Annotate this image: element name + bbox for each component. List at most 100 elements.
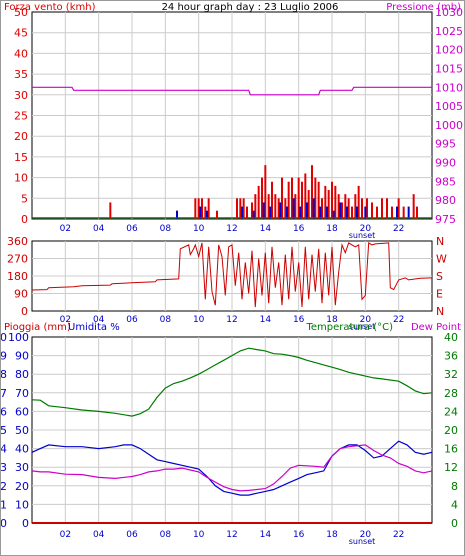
humidity-tick-label: 40 [15,443,29,456]
wind-bar [366,198,368,219]
gust-bar [199,206,202,219]
wind-bar [294,194,297,219]
wind-bar [197,198,200,219]
pressure-tick-label: 1015 [435,62,463,75]
wind-x-tick-label: 04 [93,224,105,234]
humidity-tick-label: 60 [15,405,29,418]
humidity-tick-label: 90 [15,350,29,363]
humidity-tick-label: 100 [8,331,29,344]
wind-bar [264,165,267,219]
wind-tick-label: 35 [14,68,28,81]
gust-bar [346,206,348,219]
wind-x-tick-label: 20 [360,224,372,234]
direction-tick-label: 270 [7,253,28,266]
wind-bar [397,198,400,219]
direction-tick-label: 360 [7,235,28,248]
wind-tick-label: 5 [21,192,28,205]
wind-bar [331,181,333,219]
wind-tick-label: 15 [14,151,28,164]
rain-tick-label: 1 [0,498,7,511]
wind-bar [239,198,242,219]
pressure-tick-label: 1005 [435,100,463,113]
wind-bar [371,202,373,219]
humidity-tick-label: 20 [15,480,29,493]
direction-x-tick-label: 08 [160,315,172,325]
temperature-tick-label: 36 [444,350,458,363]
wind-x-tick-label: 18 [326,224,338,234]
wind-tick-label: 0 [21,213,28,226]
gust-bar [396,206,398,219]
wind-bar [344,194,347,219]
gust-bar [176,210,178,219]
climate-x-tick-label: 18 [326,530,338,540]
wind-bar [254,194,257,219]
temperature-tick-label: 0 [451,517,458,530]
gust-bar [262,202,265,219]
wind-bar [412,194,415,219]
temperature-tick-label: 28 [444,387,458,400]
gust-bar [286,206,288,219]
wind-tick-label: 25 [14,110,28,123]
direction-tick-label: 180 [7,270,28,283]
humidity-tick-label: 30 [15,461,29,474]
pressure-axis-title: Pressione (mb) [386,2,461,13]
temperature-tick-label: 4 [451,498,458,511]
gust-bar [269,206,272,219]
direction-tick-label: 0 [21,305,28,318]
temperature-tick-label: 12 [444,461,458,474]
direction-x-tick-label: 22 [393,315,404,325]
gust-bar [356,206,358,219]
wind-bar [334,185,337,219]
direction-x-tick-label: 02 [60,315,71,325]
rain-tick-label: 9 [0,350,7,363]
wind-x-tick-label: 12 [226,224,237,234]
gust-bar [292,198,295,219]
wind-bar [274,194,277,219]
wind-bar [311,165,313,219]
pressure-tick-label: 1010 [435,81,463,94]
rain-tick-label: 4 [0,443,7,456]
wind-x-tick-label: 16 [293,224,305,234]
direction-x-tick-label: 06 [126,315,138,325]
wind-tick-label: 45 [14,27,28,40]
temperature-tick-label: 32 [444,368,458,381]
temperature-tick-label: 8 [451,480,458,493]
wind-sunset-label: sunset [349,231,376,240]
compass-label: N [436,235,444,248]
chart-title: 24 hour graph day : 23 Luglio 2006 [162,2,339,13]
gust-bar [319,206,322,219]
climate-sunset-label: sunset [349,537,376,546]
compass-label: S [436,270,443,283]
wind-bar [327,190,330,219]
wind-bar [297,177,300,219]
rain-tick-label: 2 [0,480,7,493]
humidity-tick-label: 80 [15,368,29,381]
wind-bar [376,206,378,219]
temperature-axis-title: Temperatura (°C) [305,322,393,333]
wind-tick-label: 50 [14,6,28,19]
wind-bar [204,206,207,219]
dewpoint-line [31,444,433,492]
wind-bar [201,198,203,219]
wind-bar [236,198,238,219]
wind-bar [216,210,218,219]
wind-bar [354,194,357,219]
wind-x-tick-label: 02 [60,224,71,234]
humidity-tick-label: 70 [15,387,29,400]
wind-bar [109,202,112,219]
direction-x-tick-label: 18 [326,315,338,325]
rain-tick-label: 10 [0,331,7,344]
gust-bar [332,210,335,219]
wind-bar [207,198,210,219]
wind-tick-label: 40 [14,47,28,60]
wind-x-tick-label: 14 [260,224,272,234]
wind-bar [347,198,350,219]
gust-bar [312,198,315,219]
wind-bar [314,177,317,219]
wind-bar [402,206,405,219]
direction-x-tick-label: 14 [260,315,272,325]
compass-label: E [436,288,443,301]
wind-bar [291,177,293,219]
pressure-tick-label: 1025 [435,25,463,38]
gust-bar [407,206,410,219]
